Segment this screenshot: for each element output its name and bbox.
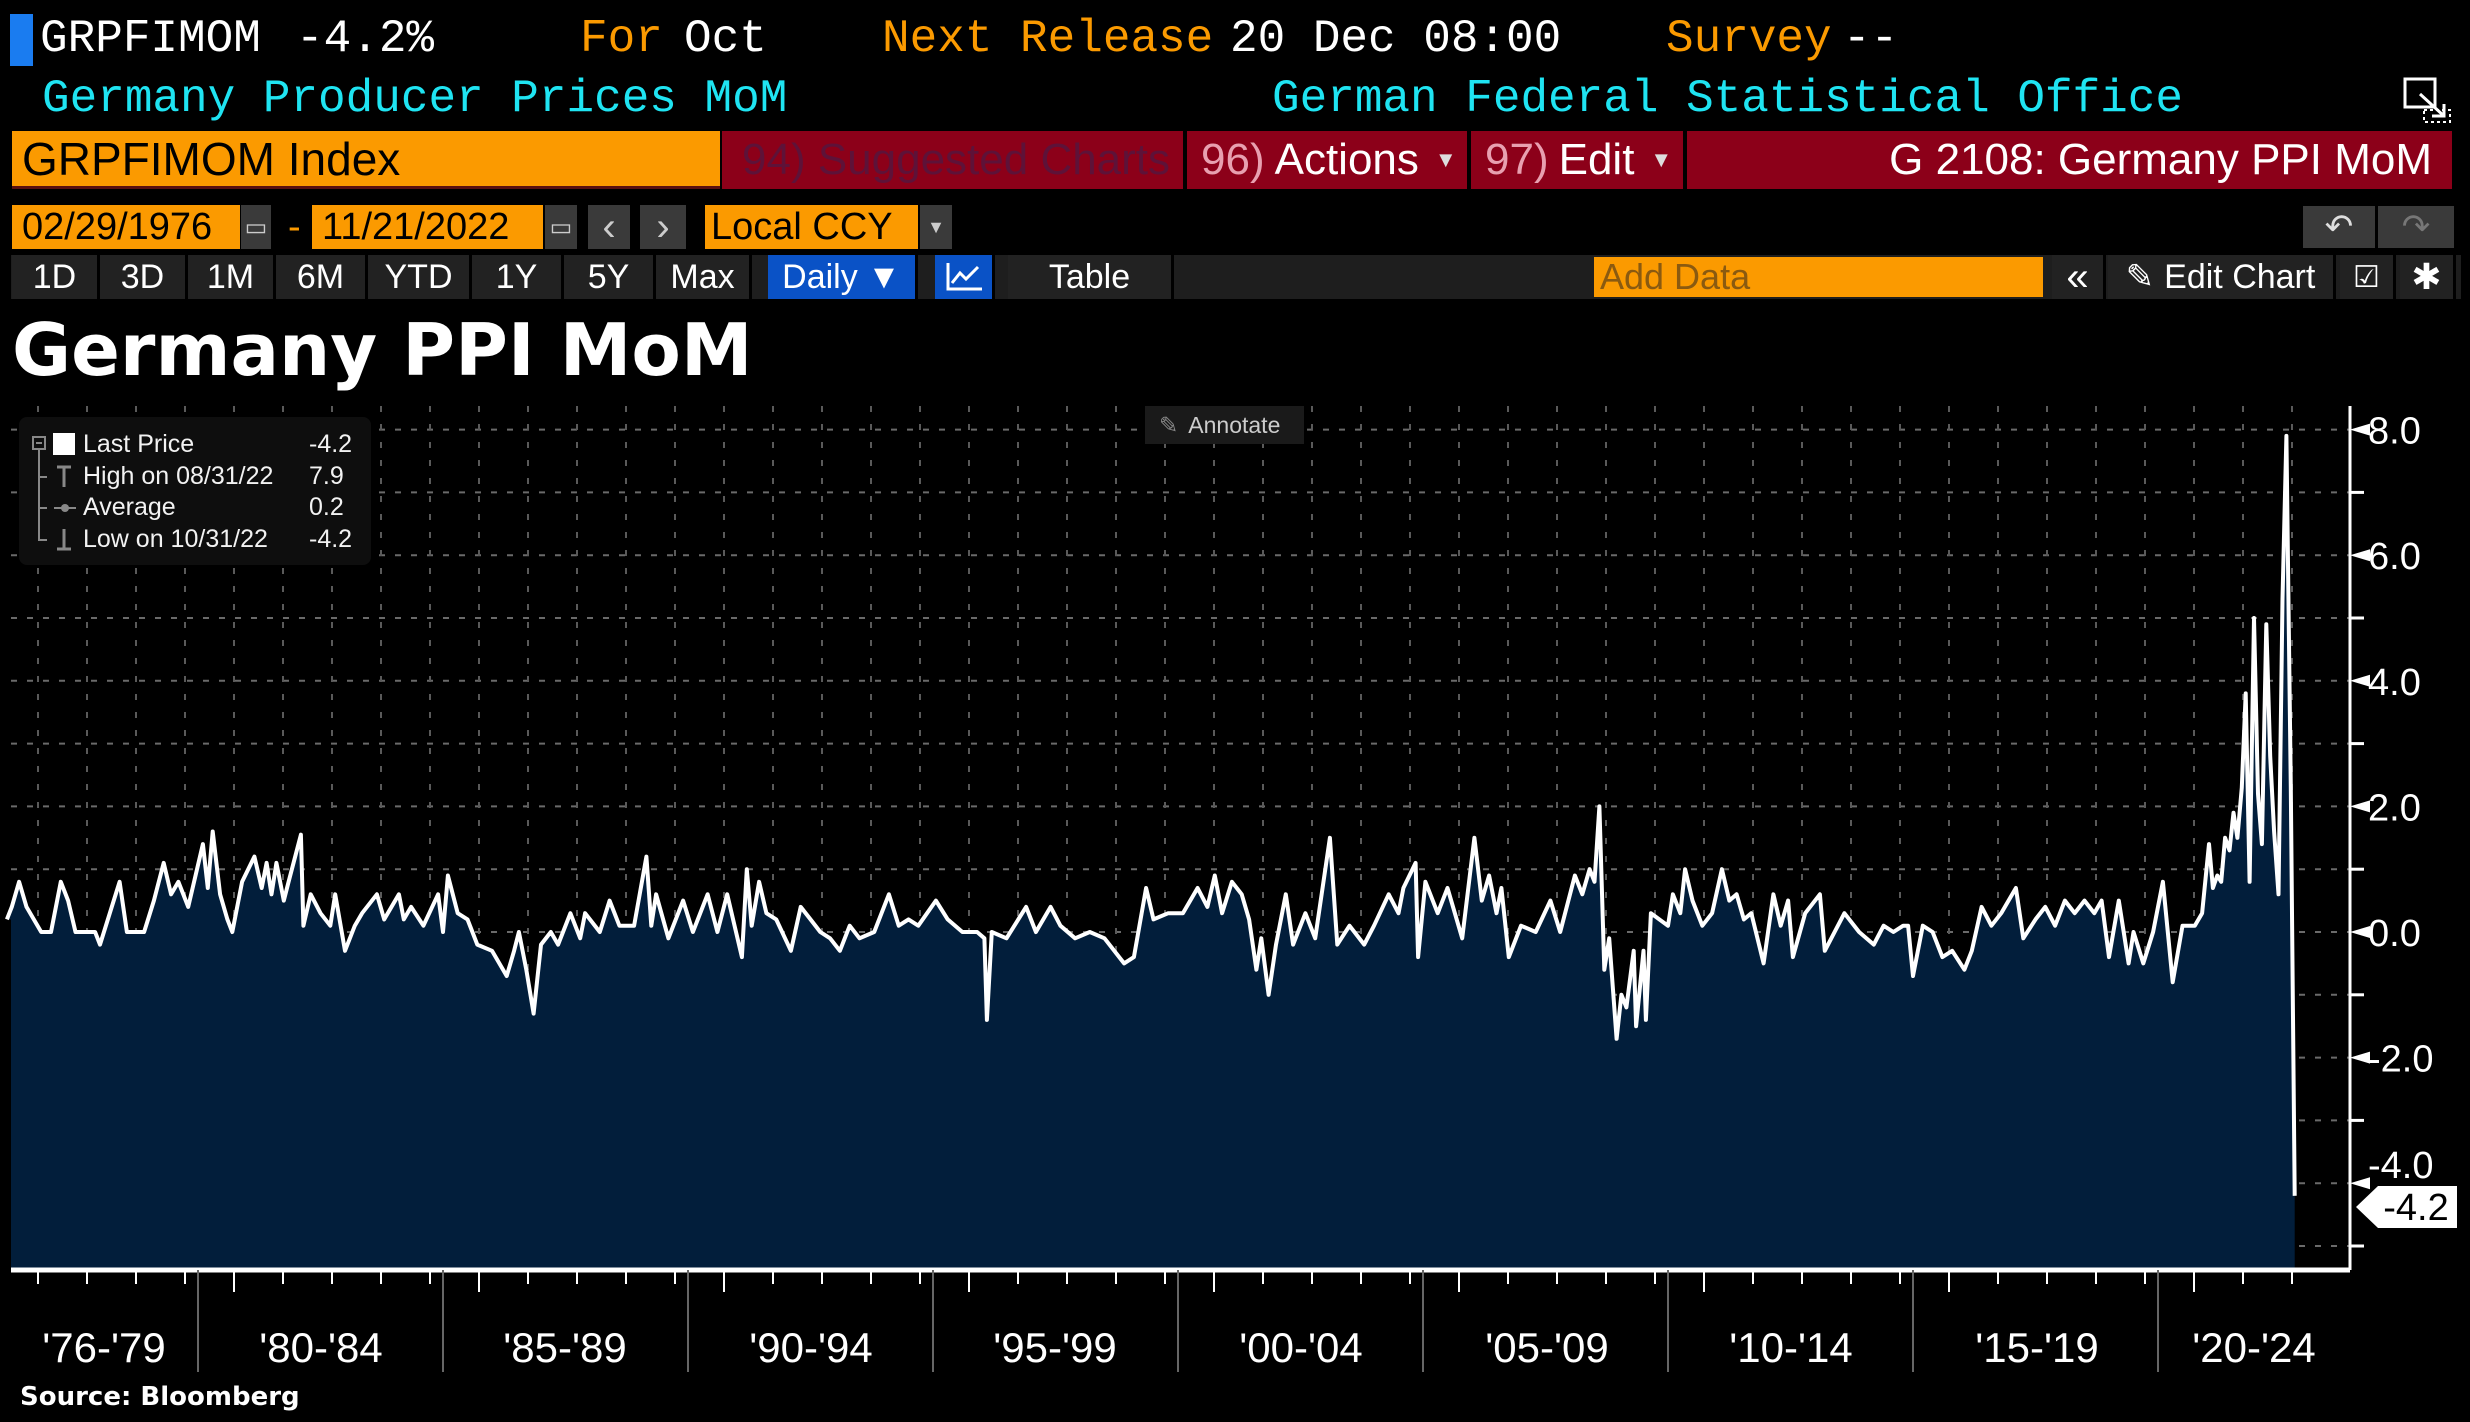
edit-menu[interactable]: 97) Edit ▼	[1471, 131, 1683, 189]
x-tick-label: '00-'04	[1239, 1324, 1362, 1371]
x-tick-label: '15-'19	[1975, 1324, 2098, 1371]
y-tick-mark	[2350, 800, 2370, 813]
start-date-input[interactable]: 02/29/1976	[12, 205, 240, 249]
x-tick-label: '85-'89	[503, 1324, 626, 1371]
collapse-button[interactable]: «	[2052, 255, 2106, 299]
ticker: GRPFIMOM	[40, 13, 261, 65]
calendar-icon[interactable]: ▭	[545, 205, 577, 249]
for-value: Oct	[684, 13, 767, 65]
legend-last-price-label: Last Price	[83, 430, 195, 458]
period-6m[interactable]: 6M	[276, 255, 368, 299]
dropdown-caret-icon: ▼	[1434, 147, 1457, 172]
legend-last-price-value: -4.2	[309, 430, 353, 458]
annotate-pencil-icon: ✎	[1159, 411, 1179, 438]
y-tick-mark	[2350, 1051, 2370, 1064]
date-separator: -	[288, 206, 301, 248]
edit-chart-label: Edit Chart	[2164, 257, 2316, 296]
next-release-value: 20 Dec 08:00	[1230, 13, 1562, 65]
redo-icon[interactable]: ↷	[2378, 206, 2454, 248]
legend-average-label: Average	[83, 493, 176, 521]
last-value-marker: -4.2	[2356, 1186, 2457, 1229]
y-tick-label: 2.0	[2368, 787, 2421, 829]
for-label: For	[580, 13, 663, 65]
popout-window-icon[interactable]	[2402, 76, 2452, 124]
period-ytd[interactable]: YTD	[368, 255, 472, 299]
x-tick-label: '95-'99	[993, 1324, 1116, 1371]
table-button[interactable]: Table	[1008, 255, 1174, 299]
y-tick-label: 0.0	[2368, 913, 2421, 955]
legend-low-label: Low on 10/31/22	[83, 525, 268, 553]
y-tick-label: -2.0	[2368, 1039, 2433, 1081]
x-tick-label: '10-'14	[1729, 1324, 1852, 1371]
add-data-input[interactable]: Add Data	[1594, 256, 2043, 297]
suggested-charts-button[interactable]: 94) Suggested Charts	[722, 131, 1183, 189]
area-fill	[6, 435, 2295, 1270]
pencil-icon: ✎	[2125, 258, 2155, 296]
source-note: Source: Bloomberg	[20, 1382, 300, 1412]
security-input[interactable]: GRPFIMOM Index	[12, 131, 720, 189]
period-1m[interactable]: 1M	[188, 255, 276, 299]
x-tick-label: '76-'79	[42, 1324, 165, 1371]
period-3d[interactable]: 3D	[100, 255, 188, 299]
edit-number: 97)	[1485, 135, 1549, 184]
legend-low-value: -4.2	[309, 525, 353, 553]
legend-high-label: High on 08/31/22	[83, 462, 274, 490]
frequency-dropdown[interactable]: Daily ▼	[768, 255, 918, 299]
x-tick-label: '90-'94	[749, 1324, 872, 1371]
actions-number: 96)	[1201, 135, 1265, 184]
y-tick-mark	[2350, 549, 2370, 562]
currency-select[interactable]: Local CCY	[705, 205, 918, 249]
legend: Last Price -4.2 High on 08/31/22 7.9 Ave…	[19, 417, 371, 565]
gear-icon[interactable]: ✱	[2400, 255, 2456, 299]
survey-label: Survey	[1666, 13, 1832, 65]
period-1d[interactable]: 1D	[12, 255, 100, 299]
y-tick-label: -4.0	[2368, 1145, 2433, 1187]
currency-dropdown-icon[interactable]: ▼	[920, 205, 952, 249]
quote-line: GRPFIMOM	[40, 13, 261, 65]
x-tick-label: '80-'84	[259, 1324, 382, 1371]
period-1y[interactable]: 1Y	[472, 255, 564, 299]
chart-settings-edit-icon[interactable]: ☑	[2340, 255, 2396, 299]
y-tick-mark	[2350, 1177, 2370, 1190]
y-tick-label: 6.0	[2368, 536, 2421, 578]
calendar-icon[interactable]: ▭	[241, 205, 271, 249]
y-tick-mark	[2350, 926, 2370, 938]
source-agency: German Federal Statistical Office	[1272, 73, 2183, 125]
edit-chart-button[interactable]: ✎ Edit Chart	[2108, 255, 2336, 299]
y-tick-mark	[2350, 674, 2370, 687]
x-tick-label: '20-'24	[2192, 1324, 2315, 1371]
last-change: -4.2%	[296, 13, 435, 65]
next-release-label: Next Release	[882, 13, 1214, 65]
y-tick-label: 4.0	[2368, 662, 2421, 704]
edit-label: Edit	[1558, 135, 1635, 184]
annotate-button[interactable]: ✎ Annotate	[1145, 406, 1304, 444]
previous-period-button[interactable]: ‹	[588, 205, 630, 249]
undo-icon[interactable]: ↶	[2303, 206, 2375, 248]
y-tick-mark	[2350, 423, 2370, 436]
legend-tree-icon	[32, 433, 76, 551]
legend-average-value: 0.2	[309, 493, 344, 521]
chart-title: Germany PPI MoM	[12, 308, 753, 392]
annotate-label: Annotate	[1188, 411, 1281, 438]
page-title-bar: G 2108: Germany PPI MoM	[1687, 131, 2452, 189]
legend-high-value: 7.9	[309, 462, 344, 490]
security-description: Germany Producer Prices MoM	[42, 73, 788, 125]
security-indicator	[10, 14, 33, 66]
end-date-input[interactable]: 11/21/2022	[312, 205, 543, 249]
survey-value: --	[1843, 13, 1899, 65]
line-chart-icon[interactable]	[935, 255, 995, 299]
y-tick-label: 8.0	[2368, 411, 2421, 453]
actions-label: Actions	[1274, 135, 1419, 184]
actions-menu[interactable]: 96) Actions ▼	[1187, 131, 1467, 189]
x-tick-label: '05-'09	[1485, 1324, 1608, 1371]
dropdown-caret-icon: ▼	[1650, 147, 1673, 172]
period-max[interactable]: Max	[656, 255, 752, 299]
last-value-label: -4.2	[2383, 1187, 2448, 1229]
series-line-last-price	[5, 433, 2297, 1196]
period-5y[interactable]: 5Y	[564, 255, 656, 299]
next-period-button[interactable]: ›	[640, 205, 686, 249]
